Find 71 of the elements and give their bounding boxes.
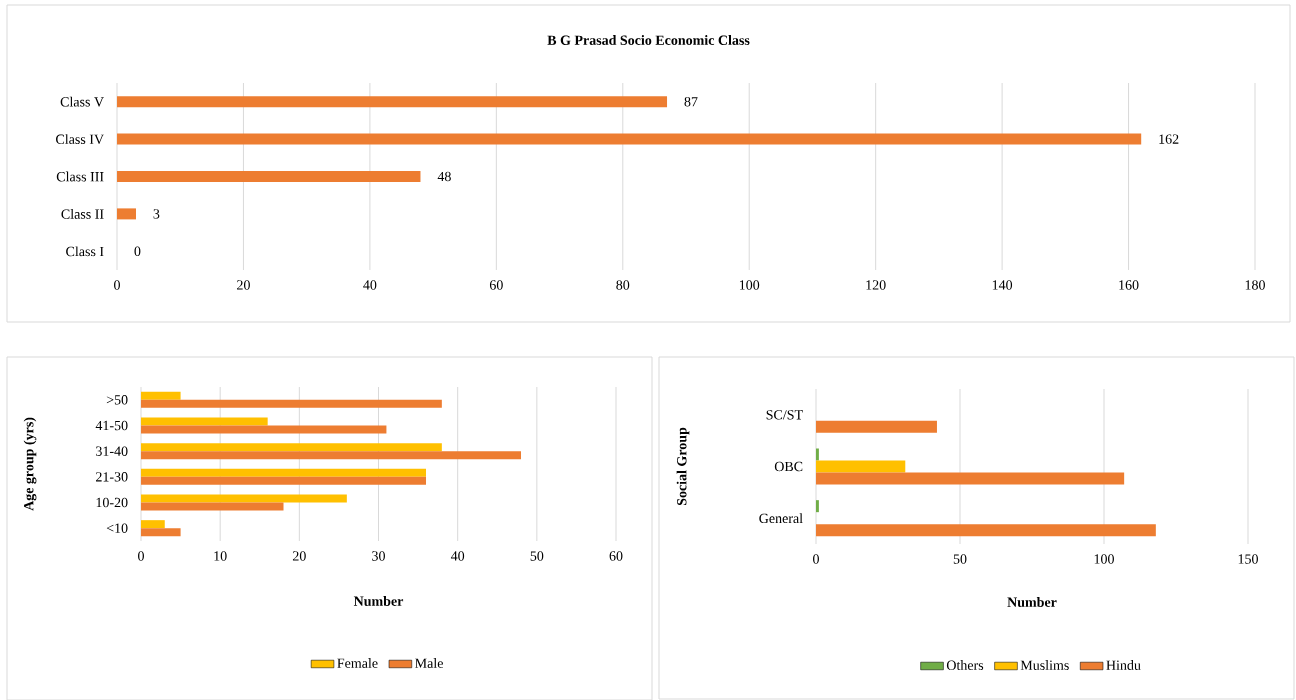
y-tick-label: OBC (774, 461, 803, 471)
bar (141, 442, 442, 451)
bar (141, 450, 522, 459)
x-tick-label: 60 (609, 551, 623, 561)
bar (816, 460, 906, 473)
bar (816, 472, 1125, 485)
legend-label: Female (337, 657, 378, 668)
x-tick-label: 10 (214, 551, 227, 561)
bar (141, 399, 442, 408)
bar (141, 494, 347, 503)
x-tick-label: 160 (1119, 280, 1139, 290)
legend-label: Male (415, 657, 443, 668)
x-axis-title: Number (353, 595, 404, 606)
data-label: 3 (153, 208, 160, 219)
bar (141, 519, 165, 528)
y-axis-title: Age group (yrs) (23, 417, 37, 511)
bar (141, 527, 181, 536)
x-axis-title: Number (1007, 596, 1057, 607)
y-tick-label: 41-50 (95, 420, 128, 430)
bar (141, 468, 427, 477)
legend-label: Others (946, 659, 984, 670)
x-tick-label: 30 (372, 551, 385, 561)
bar (117, 170, 421, 182)
x-tick-label: 40 (363, 280, 377, 290)
bar (117, 208, 136, 220)
x-tick-label: 0 (114, 280, 120, 290)
x-tick-label: 80 (616, 280, 630, 290)
bar (117, 133, 1142, 145)
data-label: 0 (134, 246, 141, 256)
data-label: 162 (1159, 134, 1179, 144)
x-tick-label: 140 (992, 280, 1013, 290)
x-tick-label: 50 (953, 554, 967, 564)
bar (816, 448, 819, 461)
bar (816, 420, 937, 433)
chart-title: B G Prasad Socio Economic Class (547, 34, 750, 45)
y-tick-label: Class V (60, 96, 104, 107)
x-tick-label: 20 (292, 551, 306, 561)
x-tick-label: 0 (813, 554, 819, 564)
x-tick-label: 50 (530, 551, 544, 561)
bar (141, 425, 387, 434)
y-tick-label: Class IV (56, 133, 104, 144)
y-axis-title: Social Group (676, 427, 690, 505)
data-label: 48 (437, 171, 451, 181)
y-tick-label: General (759, 513, 803, 523)
y-tick-label: Class II (61, 208, 104, 219)
bar (141, 502, 284, 511)
bar (816, 499, 819, 512)
x-tick-label: 120 (866, 280, 886, 290)
y-tick-label: SC/ST (766, 409, 803, 420)
y-tick-label: Class III (56, 171, 104, 182)
x-tick-label: 180 (1245, 280, 1265, 290)
x-tick-label: 100 (739, 280, 760, 290)
y-tick-label: 10-20 (96, 497, 128, 507)
legend-label: Hindu (1106, 659, 1141, 670)
x-tick-label: 40 (450, 551, 465, 561)
y-tick-label: <10 (106, 523, 128, 533)
y-tick-label: Class I (66, 246, 104, 256)
bar (117, 95, 668, 107)
x-tick-label: 60 (489, 280, 503, 290)
bar (816, 523, 1156, 536)
y-tick-label: >50 (106, 394, 128, 405)
bar (141, 476, 427, 485)
bar (141, 391, 181, 400)
x-tick-label: 20 (237, 280, 250, 290)
x-tick-label: 0 (138, 551, 144, 561)
x-tick-label: 100 (1094, 554, 1114, 564)
y-tick-label: 31-40 (96, 446, 128, 456)
legend-label: Muslims (1020, 659, 1069, 670)
data-label: 87 (684, 96, 698, 107)
y-tick-label: 21-30 (96, 471, 128, 482)
x-tick-label: 150 (1238, 554, 1258, 564)
